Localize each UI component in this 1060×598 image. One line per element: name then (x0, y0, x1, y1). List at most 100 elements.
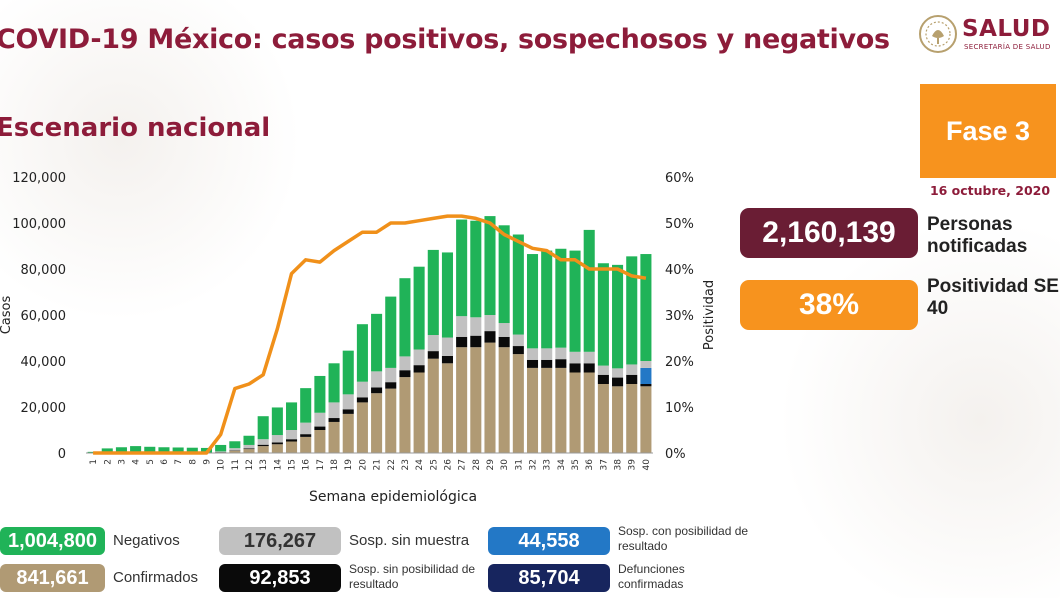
y-tick-label: 80,000 (21, 263, 67, 278)
y-tick-label: 0 (58, 447, 66, 462)
bar-segment-week-33-series-1 (541, 359, 553, 368)
logo-subtitle: SECRETARÍA DE SALUD (964, 43, 1051, 51)
x-tick-label: 24 (415, 459, 425, 471)
negatives-total-badge: 1,004,800 (0, 527, 105, 555)
x-tick-label: 29 (486, 459, 496, 471)
bar-segment-week-37-series-3 (597, 365, 609, 375)
bar-segment-week-23-series-0 (399, 377, 411, 453)
bar-segment-week-38-series-3 (612, 368, 624, 378)
logo-name: SALUD (962, 16, 1051, 42)
x-tick-label: 25 (429, 459, 439, 470)
bar-segment-week-7-series-4 (172, 447, 184, 453)
bar-segment-week-18-series-4 (328, 363, 340, 403)
bar-segment-week-33-series-4 (541, 250, 553, 349)
x-tick-label: 7 (174, 459, 184, 465)
x-tick-label: 6 (160, 459, 170, 465)
susp-possible-legend-label: Sosp. con posibilidad de resultado (618, 524, 749, 553)
bar-segment-week-39-series-4 (626, 256, 638, 365)
bar-segment-week-12-series-3 (243, 444, 255, 449)
weekly-cases-chart: 020,00040,00060,00080,000100,000120,000 … (0, 171, 717, 505)
bar-segment-week-28-series-0 (470, 347, 482, 453)
bar-segment-week-16-series-4 (300, 388, 312, 423)
bar-segment-week-22-series-4 (385, 296, 397, 368)
bar-segment-week-8-series-4 (186, 447, 198, 453)
x-tick-label: 13 (259, 459, 269, 470)
bar-segment-week-11-series-4 (229, 441, 241, 449)
bar-segment-week-5-series-4 (144, 446, 156, 453)
bar-segment-week-18-series-3 (328, 402, 340, 419)
x-tick-label: 37 (599, 459, 609, 470)
bar-segment-week-33-series-0 (541, 367, 553, 453)
bar-segment-week-23-series-1 (399, 370, 411, 378)
x-tick-label: 16 (302, 459, 312, 471)
y2-tick-label: 20% (665, 355, 694, 370)
y2-tick-label: 30% (665, 309, 694, 324)
bars-layer (87, 216, 652, 453)
x-tick-label: 3 (117, 459, 127, 465)
bar-segment-week-4-series-4 (130, 446, 142, 453)
bar-segment-week-15-series-4 (286, 402, 298, 430)
bar-segment-week-31-series-3 (512, 334, 524, 347)
bar-segment-week-26-series-0 (441, 363, 453, 453)
bar-segment-week-24-series-3 (413, 349, 425, 366)
positivity-badge: 38% (740, 280, 918, 330)
bar-segment-week-29-series-4 (484, 216, 496, 315)
y2-axis-label: Positividad (702, 280, 717, 350)
notified-count-badge: 2,160,139 (740, 208, 918, 258)
page-title: COVID-19 México: casos positivos, sospec… (0, 24, 890, 55)
page-subtitle: Escenario nacional (0, 113, 271, 143)
y-axis-label: Casos (0, 296, 14, 335)
bar-segment-week-14-series-4 (271, 407, 283, 436)
bar-segment-week-14-series-3 (271, 435, 283, 443)
bar-segment-week-18-series-1 (328, 418, 340, 422)
bar-segment-week-39-series-1 (626, 374, 638, 384)
bar-segment-week-17-series-4 (314, 375, 326, 413)
phase-label: Fase 3 (945, 115, 1031, 146)
bar-segment-week-15-series-1 (286, 439, 298, 442)
bar-segment-week-16-series-3 (300, 422, 312, 435)
bar-segment-week-35-series-0 (569, 372, 581, 453)
bar-segment-week-21-series-3 (371, 371, 383, 388)
bar-segment-week-39-series-3 (626, 364, 638, 375)
bar-segment-week-19-series-3 (342, 394, 354, 410)
bar-segment-week-13-series-1 (257, 444, 269, 447)
bar-segment-week-27-series-4 (456, 219, 468, 317)
bar-segment-week-18-series-0 (328, 421, 340, 453)
y2-tick-label: 0% (665, 447, 686, 462)
bar-segment-week-30-series-0 (498, 347, 510, 453)
x-tick-label: 32 (529, 459, 539, 470)
bar-segment-week-20-series-4 (356, 324, 368, 382)
x-tick-label: 14 (273, 459, 283, 471)
bar-segment-week-24-series-1 (413, 365, 425, 373)
y2-tick-label: 60% (665, 171, 694, 186)
y-tick-label: 60,000 (21, 309, 67, 324)
y-tick-label: 120,000 (12, 171, 66, 186)
bar-segment-week-37-series-4 (597, 263, 609, 366)
x-tick-label: 28 (472, 459, 482, 471)
x-tick-label: 23 (401, 459, 411, 470)
bar-segment-week-10-series-3 (215, 451, 227, 453)
bar-segment-week-13-series-4 (257, 416, 269, 440)
bar-segment-week-29-series-0 (484, 342, 496, 453)
bar-segment-week-15-series-0 (286, 441, 298, 453)
x-tick-label: 5 (146, 459, 156, 465)
bar-segment-week-16-series-0 (300, 436, 312, 453)
bar-segment-week-32-series-3 (526, 348, 539, 360)
deaths-total-badge: 85,704 (488, 564, 610, 592)
y-tick-label: 100,000 (12, 217, 66, 232)
bar-segment-week-29-series-1 (484, 331, 496, 343)
bar-segment-week-35-series-1 (569, 363, 581, 373)
susp-no-result-legend-label: Sosp. sin posibilidad de resultado (349, 562, 476, 591)
bar-segment-week-17-series-0 (314, 430, 326, 453)
y-tick-label: 40,000 (21, 355, 67, 370)
x-tick-label: 10 (217, 459, 227, 471)
bar-segment-week-39-series-0 (626, 384, 638, 453)
bar-segment-week-21-series-0 (371, 393, 383, 453)
bar-segment-week-26-series-1 (441, 355, 453, 364)
bar-segment-week-21-series-1 (371, 387, 383, 394)
x-tick-label: 12 (245, 459, 255, 470)
x-axis-ticks: 1 2 3 4 5 6 7 8 9 10 11 12 13 14 15 16 17 18 19 20 21 22 23 24 2… (89, 459, 652, 471)
bar-segment-week-38-series-1 (612, 377, 624, 387)
confirmed-legend-label: Confirmados (113, 569, 199, 586)
bar-segment-week-24-series-0 (413, 372, 425, 453)
